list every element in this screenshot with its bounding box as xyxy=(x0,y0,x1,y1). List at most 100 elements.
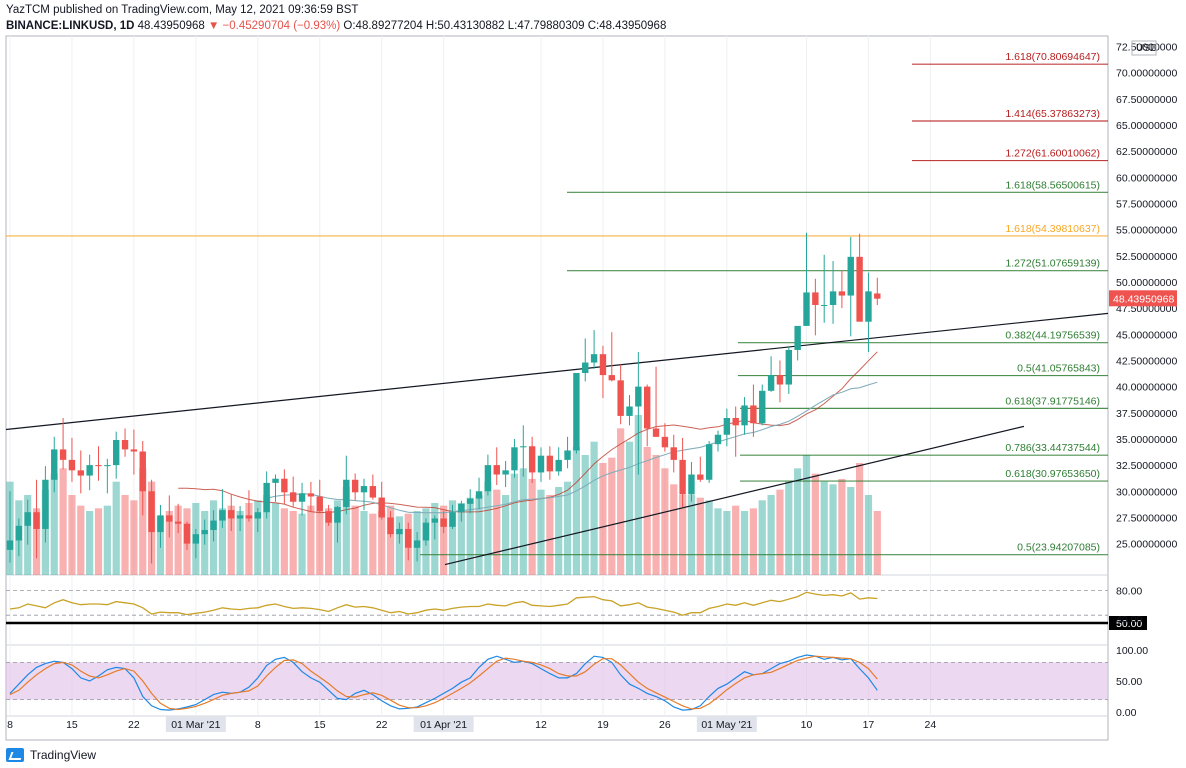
candle-body xyxy=(369,486,377,498)
candle-body xyxy=(467,498,474,504)
candle-body xyxy=(272,478,279,483)
candle-body xyxy=(405,528,412,548)
fib-level-label: 1.618(70.80694647) xyxy=(1005,51,1100,63)
price-change: ▼ −0.45290704 (−0.93%) xyxy=(207,20,341,32)
y-tick-label: 65.00000000 xyxy=(1116,120,1177,132)
y-tick-label: 67.50000000 xyxy=(1116,94,1177,106)
volume-bar xyxy=(316,511,324,575)
y-tick-label: 25.00000000 xyxy=(1116,539,1177,551)
stoch-band xyxy=(6,662,1108,700)
rsi-axis-label: 40.00 xyxy=(1116,614,1142,626)
candle-body xyxy=(325,511,332,523)
rsi-line xyxy=(9,591,878,616)
candle-body xyxy=(803,292,810,326)
last-price: 48.43950968 xyxy=(137,20,205,32)
candle-body xyxy=(688,474,695,495)
candle-body xyxy=(705,444,713,480)
y-tick-label: 70.00000000 xyxy=(1116,68,1177,80)
y-tick-label: 40.00000000 xyxy=(1116,382,1177,394)
volume-bar xyxy=(86,511,94,575)
candle-body xyxy=(33,512,40,529)
x-tick-badge xyxy=(165,716,226,732)
candle-body xyxy=(537,455,545,473)
volume-bar xyxy=(732,505,740,575)
volume-bar xyxy=(802,455,811,575)
candle-body xyxy=(228,510,235,519)
candle-body xyxy=(210,520,217,530)
candle-body xyxy=(652,428,660,437)
volume-bar xyxy=(864,495,873,575)
candle-body xyxy=(15,525,23,541)
volume-bar xyxy=(740,511,749,575)
volume-bar xyxy=(519,468,527,575)
plot-frame xyxy=(5,35,1109,741)
candle-body xyxy=(449,512,456,527)
candle-body xyxy=(431,518,438,523)
volume-bar xyxy=(289,511,297,575)
volume-bar xyxy=(617,428,625,575)
lower-trendline xyxy=(444,425,1025,566)
volume-bar xyxy=(475,495,483,575)
candle-body xyxy=(104,465,111,467)
candle-body xyxy=(121,439,129,450)
volume-bar xyxy=(112,481,120,575)
volume-bar xyxy=(227,505,235,575)
candle-body xyxy=(316,496,323,512)
ohlc-values: O:48.89277204 H:50.43130882 L:47.7988030… xyxy=(343,20,667,32)
candle-body xyxy=(236,515,244,519)
candle-body xyxy=(201,529,208,535)
volume-bar xyxy=(811,473,819,575)
brand-label: TradingView xyxy=(30,748,97,762)
x-tick-label: 01 May '21 xyxy=(701,719,752,731)
candle-body xyxy=(148,491,155,533)
candle-body xyxy=(24,512,31,526)
fib-level-label: 1.272(51.07659139) xyxy=(1005,258,1100,270)
candle-body xyxy=(723,418,731,435)
volume-bar xyxy=(758,500,766,575)
chart-header: YazTCM published on TradingView.com, May… xyxy=(6,2,666,34)
candle-body xyxy=(608,375,615,381)
candle-body xyxy=(174,521,182,524)
candle-body xyxy=(484,465,492,492)
candle-body xyxy=(130,449,138,452)
candle-body xyxy=(493,465,500,475)
candle-body xyxy=(290,492,297,502)
volume-bar xyxy=(369,513,377,575)
volume-bar xyxy=(103,505,111,575)
candle-body xyxy=(254,512,261,519)
volume-bar xyxy=(493,489,501,575)
upper-trendline xyxy=(5,312,1109,431)
candle-body xyxy=(732,418,739,426)
candle-body xyxy=(6,540,14,550)
volume-bar xyxy=(59,468,67,575)
volume-bar xyxy=(378,511,386,575)
volume-bar xyxy=(440,505,448,575)
y-tick-label: 62.50000000 xyxy=(1116,146,1177,158)
candle-body xyxy=(785,349,792,385)
volume-bar xyxy=(466,497,474,575)
volume-bar xyxy=(643,447,651,575)
volume-bar xyxy=(94,508,103,575)
fib-level-label: 0.786(33.44737544) xyxy=(1005,442,1100,454)
stoch-axis-label: 50.00 xyxy=(1116,676,1142,688)
volume-bar xyxy=(236,511,244,575)
volume-bar xyxy=(687,495,696,575)
volume-bar xyxy=(794,468,802,575)
volume-bar xyxy=(608,457,616,575)
volume-bar xyxy=(528,479,536,575)
candle-body xyxy=(528,446,536,473)
fib-level-label: 0.5(41.05765843) xyxy=(1017,363,1100,375)
candle-body xyxy=(166,515,173,522)
candle-body xyxy=(555,459,562,472)
volume-bar xyxy=(395,516,403,575)
footer: TradingView xyxy=(6,748,96,762)
candle-body xyxy=(183,523,191,544)
candle-body xyxy=(617,380,624,416)
y-tick-label: 45.00000000 xyxy=(1116,329,1177,341)
volume-bar xyxy=(847,487,855,575)
last-price-badge xyxy=(1109,290,1177,307)
candle-body xyxy=(86,465,93,476)
candle-body xyxy=(741,405,748,426)
candle-body xyxy=(192,534,200,544)
